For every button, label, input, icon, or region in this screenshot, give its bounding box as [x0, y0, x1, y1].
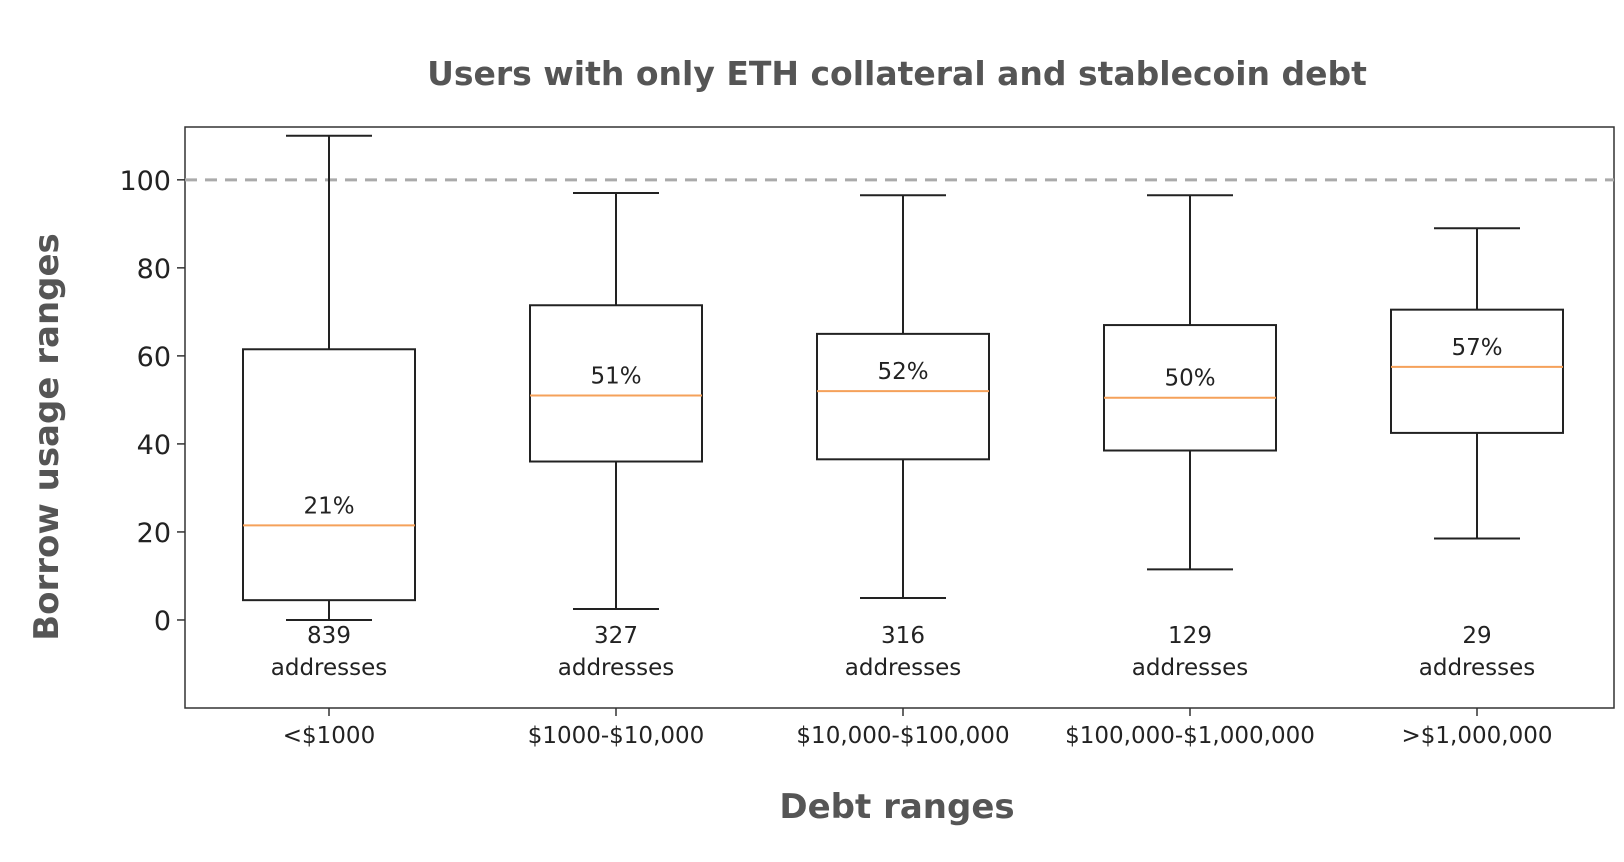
y-tick-label: 100	[119, 166, 171, 197]
count-label-unit: addresses	[558, 655, 675, 681]
y-axis-label: Borrow usage ranges	[27, 233, 67, 641]
count-label-unit: addresses	[845, 655, 962, 681]
iqr-box	[1390, 308, 1564, 434]
count-label: 129	[1168, 623, 1212, 649]
iqr-box	[1103, 324, 1277, 452]
x-tick-label: <$1000	[283, 723, 375, 749]
iqr-box	[816, 332, 990, 461]
iqr-box	[242, 348, 416, 602]
median-label: 21%	[303, 493, 354, 519]
count-label: 327	[594, 623, 638, 649]
count-label: 839	[307, 623, 351, 649]
plot-area: 0 20 40 60 80 100 21% 839 addresses <$1000 51% 327 a…	[119, 134, 1614, 749]
median-label: 52%	[877, 359, 928, 385]
count-label: 316	[881, 623, 925, 649]
count-label-unit: addresses	[1132, 655, 1249, 681]
y-tick-label: 0	[154, 606, 171, 637]
y-tick-label: 60	[137, 342, 171, 373]
x-tick-label: >$1,000,000	[1402, 723, 1553, 749]
count-label-unit: addresses	[1419, 655, 1536, 681]
x-tick-label: $1000-$10,000	[528, 723, 705, 749]
x-tick-label: $100,000-$1,000,000	[1065, 723, 1315, 749]
chart-title: Users with only ETH collateral and stabl…	[427, 54, 1367, 93]
y-tick-label: 40	[137, 430, 171, 461]
iqr-box	[529, 304, 703, 463]
plot-frame	[184, 126, 1615, 709]
count-label: 29	[1462, 623, 1491, 649]
y-tick-label: 80	[137, 254, 171, 285]
x-tick-label: $10,000-$100,000	[796, 723, 1009, 749]
x-axis-label: Debt ranges	[779, 787, 1014, 827]
count-label-unit: addresses	[271, 655, 388, 681]
y-tick-label: 20	[137, 518, 171, 549]
median-label: 51%	[590, 363, 641, 389]
median-label: 57%	[1451, 335, 1502, 361]
median-label: 50%	[1164, 366, 1215, 392]
